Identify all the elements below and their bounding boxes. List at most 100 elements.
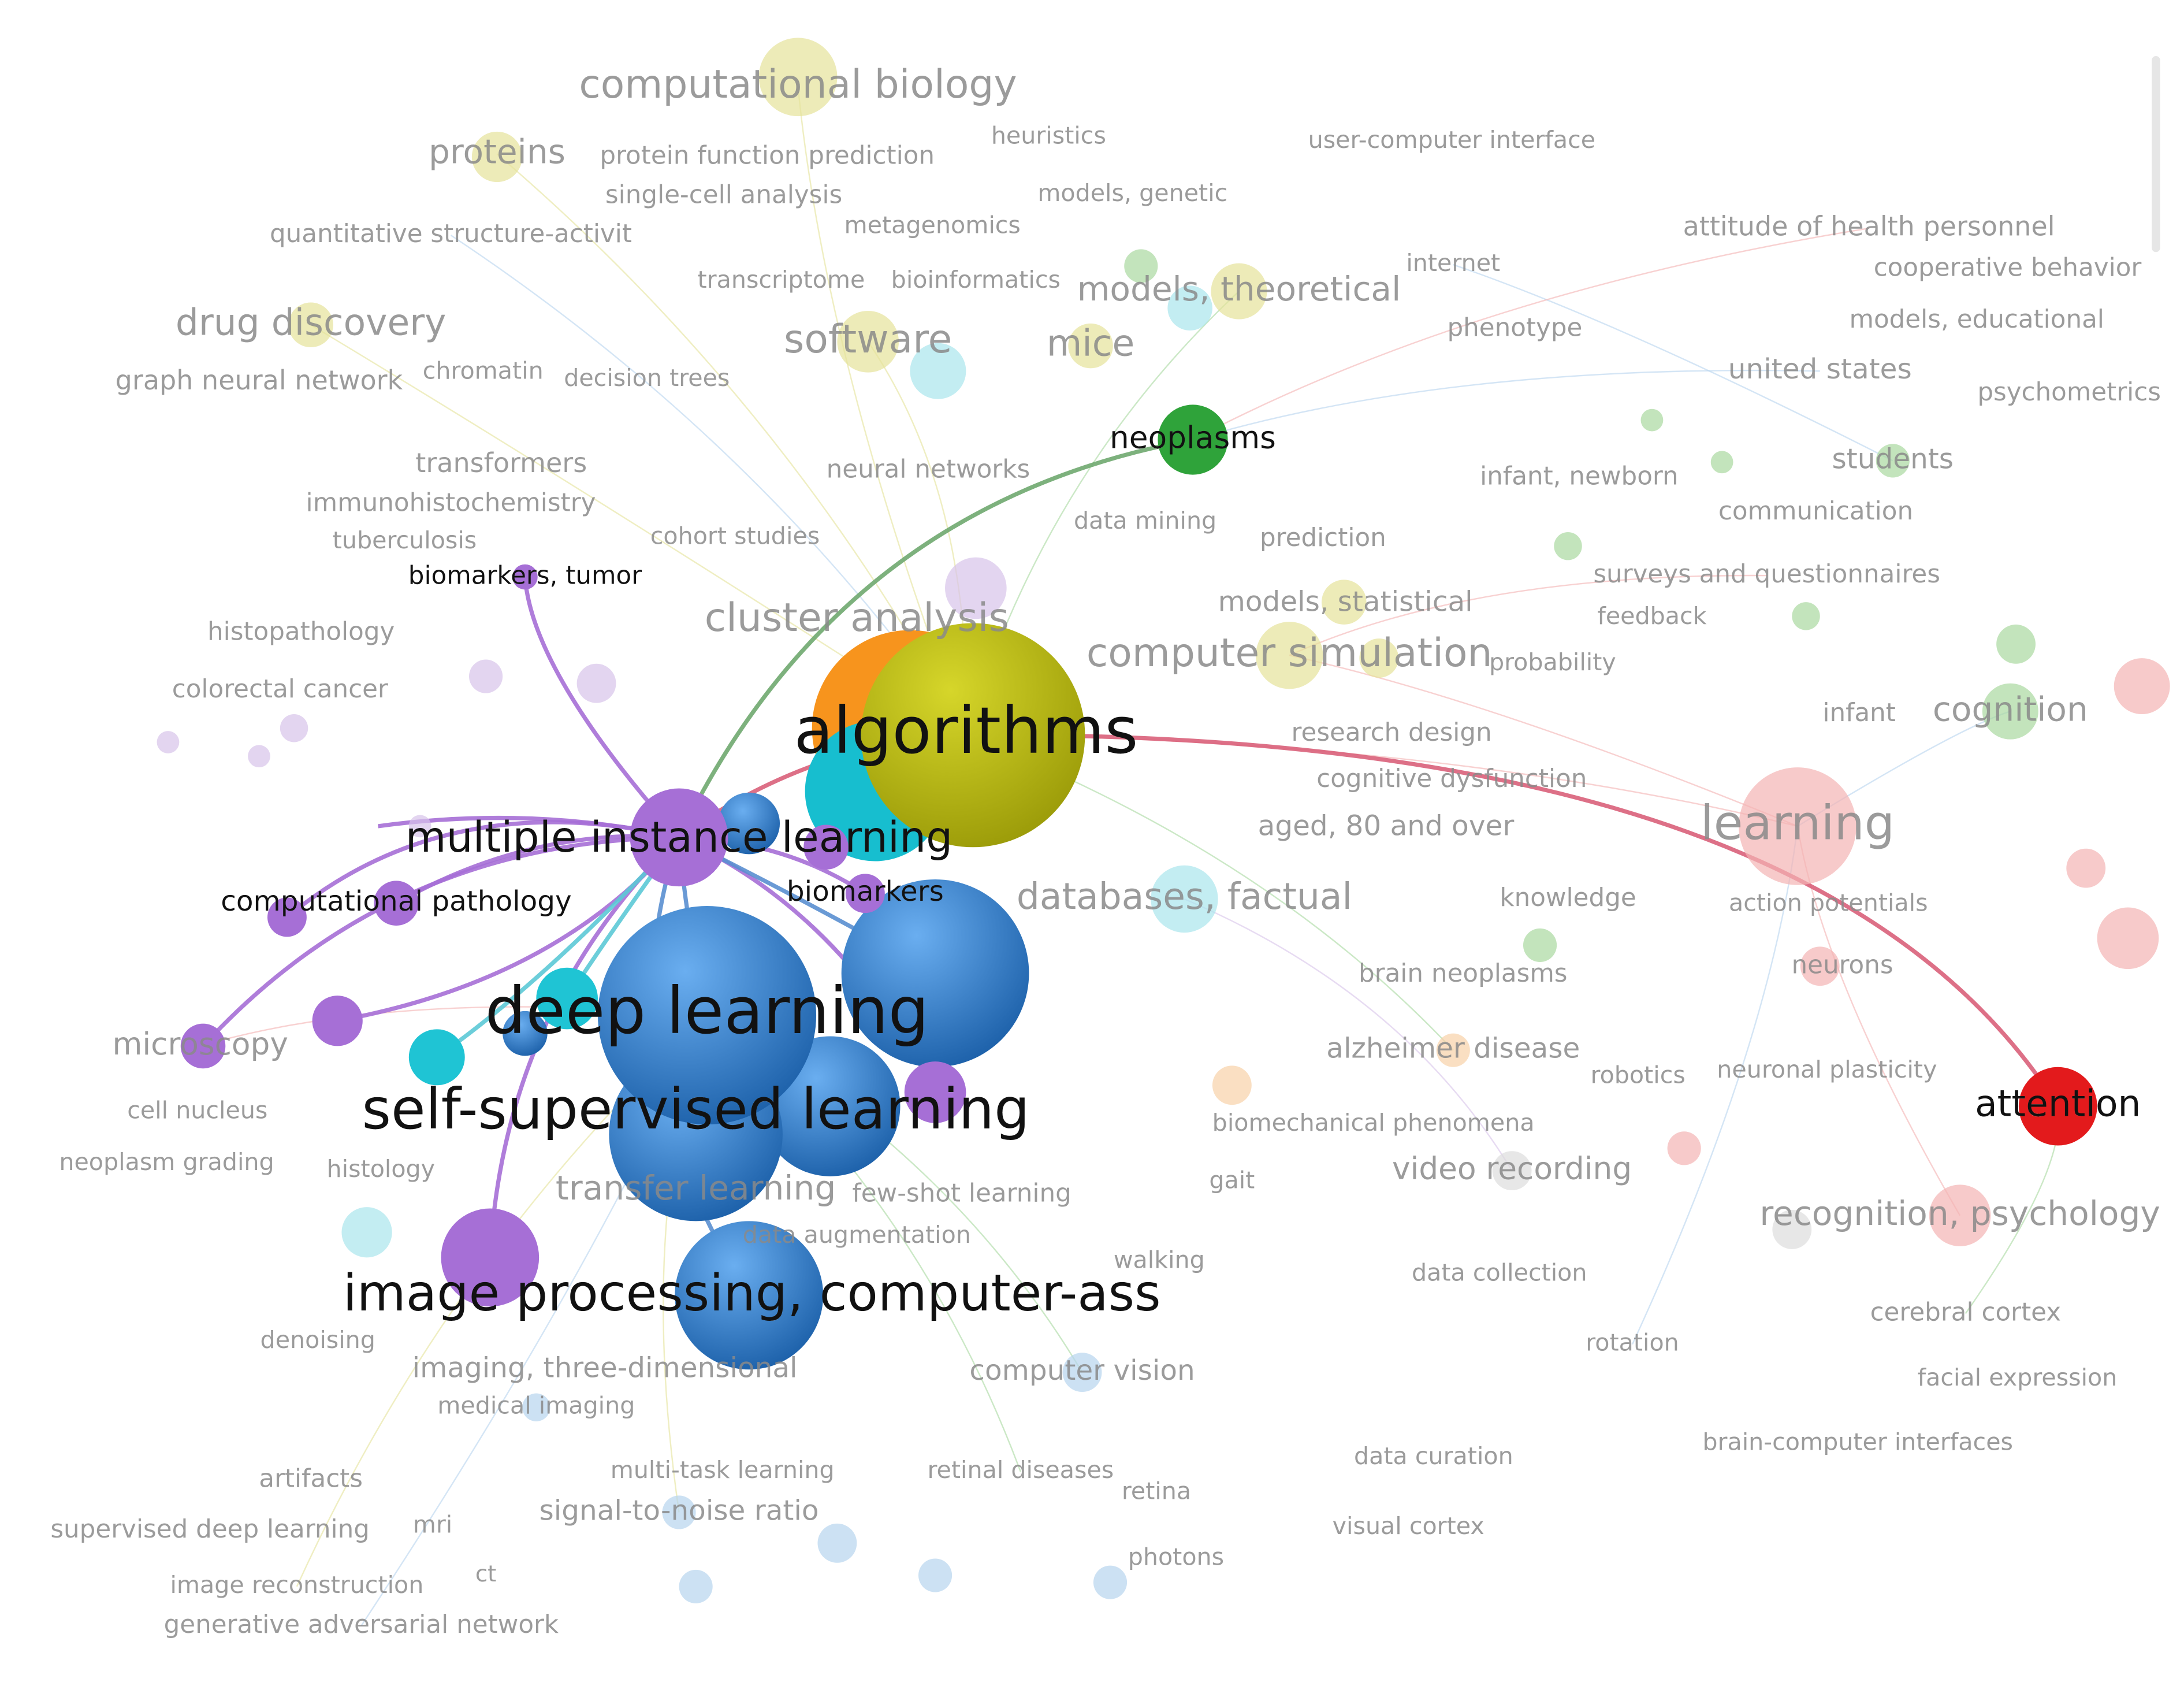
faded-node-label: feedback bbox=[1597, 602, 1706, 630]
background-node bbox=[1093, 1565, 1128, 1599]
node-label: neoplasms bbox=[1110, 420, 1276, 456]
faded-node-label: retinal diseases bbox=[928, 1456, 1114, 1484]
faded-node-label: data augmentation bbox=[743, 1221, 971, 1249]
faded-node-label: neurons bbox=[1791, 950, 1893, 979]
faded-node-label: graph neural network bbox=[116, 365, 403, 396]
background-node bbox=[408, 815, 431, 838]
faded-node-label: probability bbox=[1489, 648, 1616, 676]
node bbox=[503, 1011, 548, 1056]
node bbox=[267, 897, 307, 937]
faded-node-label: models, genetic bbox=[1037, 179, 1227, 207]
faded-node-label: immunohistochemistry bbox=[306, 488, 596, 517]
background-node bbox=[157, 731, 180, 753]
faded-node-label: neural networks bbox=[827, 455, 1030, 484]
background-node bbox=[280, 714, 308, 742]
node bbox=[312, 996, 363, 1046]
faded-node-label: alzheimer disease bbox=[1326, 1033, 1580, 1065]
background-edge bbox=[1631, 826, 1799, 1345]
background-node bbox=[471, 131, 523, 183]
faded-node-label: action potentials bbox=[1729, 889, 1928, 917]
background-node bbox=[910, 343, 966, 399]
faded-node-label: metagenomics bbox=[844, 211, 1021, 239]
faded-node-label: cognition bbox=[1933, 689, 2088, 729]
background-node bbox=[758, 38, 838, 117]
faded-node-label: psychometrics bbox=[1977, 378, 2161, 407]
background-node bbox=[945, 557, 1007, 619]
faded-node-label: models, educational bbox=[1849, 305, 2104, 334]
faded-node-label: heuristics bbox=[991, 122, 1106, 150]
faded-node-label: walking bbox=[1114, 1246, 1205, 1274]
faded-node-label: supervised deep learning bbox=[50, 1515, 370, 1544]
faded-node-label: mri bbox=[413, 1511, 453, 1539]
faded-node-label: models, statistical bbox=[1218, 586, 1473, 618]
faded-node-label: video recording bbox=[1392, 1151, 1632, 1187]
background-edge bbox=[1184, 898, 1513, 1171]
faded-node-label: ct bbox=[475, 1561, 497, 1587]
faded-node-label: data collection bbox=[1412, 1258, 1587, 1286]
bubbles bbox=[157, 38, 2170, 1604]
faded-node-label: aged, 80 and over bbox=[1258, 809, 1515, 842]
background-node bbox=[1996, 624, 2036, 664]
background-node bbox=[1554, 532, 1582, 560]
node-label: image processing, computer-ass bbox=[343, 1264, 1161, 1323]
faded-node-label: rotation bbox=[1586, 1329, 1679, 1357]
faded-node-label: artifacts bbox=[259, 1465, 363, 1494]
highlight-edge bbox=[966, 733, 2060, 1108]
faded-node-label: surveys and questionnaires bbox=[1593, 560, 1940, 589]
faded-node-label: histology bbox=[327, 1155, 436, 1183]
faded-node-label: models, theoretical bbox=[1077, 269, 1401, 309]
faded-node-label: cooperative behavior bbox=[1874, 253, 2142, 282]
background-node bbox=[837, 311, 899, 373]
node bbox=[675, 1221, 824, 1370]
faded-node-label: cohort studies bbox=[650, 522, 820, 550]
faded-node-label: signal-to-noise ratio bbox=[540, 1494, 819, 1527]
faded-node-label: computational biology bbox=[579, 62, 1017, 107]
faded-node-label: attitude of health personnel bbox=[1683, 211, 2055, 242]
node bbox=[408, 1029, 465, 1086]
node bbox=[1158, 404, 1228, 475]
faded-node-label: bioinformatics bbox=[891, 266, 1061, 294]
faded-node-label: microscopy bbox=[112, 1026, 288, 1062]
background-node bbox=[1436, 1033, 1470, 1067]
faded-node-label: user-computer interface bbox=[1308, 126, 1595, 154]
highlight-edge bbox=[523, 577, 681, 839]
node-label: biomarkers, tumor bbox=[408, 562, 642, 591]
faded-node-label: facial expression bbox=[1918, 1364, 2118, 1391]
node bbox=[630, 788, 728, 887]
node-label: computational pathology bbox=[221, 885, 572, 918]
background-node bbox=[1792, 602, 1820, 630]
node bbox=[441, 1208, 540, 1307]
background-node bbox=[2114, 658, 2170, 715]
node bbox=[374, 881, 419, 926]
node bbox=[597, 906, 817, 1125]
faded-node-label: gait bbox=[1209, 1167, 1255, 1194]
node bbox=[512, 564, 538, 590]
faded-node-label: united states bbox=[1728, 353, 1912, 385]
background-node bbox=[2066, 848, 2106, 888]
node-label: attention bbox=[1975, 1083, 2141, 1125]
node bbox=[904, 1061, 966, 1123]
node bbox=[803, 825, 849, 870]
faded-node-label: transcriptome bbox=[698, 266, 865, 294]
faded-node-label: research design bbox=[1292, 718, 1492, 747]
background-node bbox=[817, 1523, 857, 1563]
faded-node-label: communication bbox=[1718, 497, 1913, 526]
background-node bbox=[1876, 444, 1910, 478]
node-label: algorithms bbox=[794, 694, 1138, 768]
faded-node-label: brain-computer interfaces bbox=[1702, 1428, 2013, 1456]
node-label: self-supervised learning bbox=[362, 1076, 1030, 1142]
background-edge bbox=[797, 87, 967, 736]
faded-node-label: mice bbox=[1047, 322, 1134, 365]
faded-node-label: few-shot learning bbox=[852, 1179, 1071, 1208]
faded-node-label: tuberculosis bbox=[333, 526, 477, 554]
faded-node-label: internet bbox=[1406, 249, 1500, 277]
highlight-edge bbox=[201, 835, 679, 1048]
faded-node-label: histopathology bbox=[207, 617, 395, 646]
background-node bbox=[1321, 580, 1367, 625]
faded-node-label: neoplasm grading bbox=[59, 1148, 274, 1176]
highlight-edge bbox=[436, 835, 681, 1059]
background-node bbox=[1492, 1151, 1532, 1191]
